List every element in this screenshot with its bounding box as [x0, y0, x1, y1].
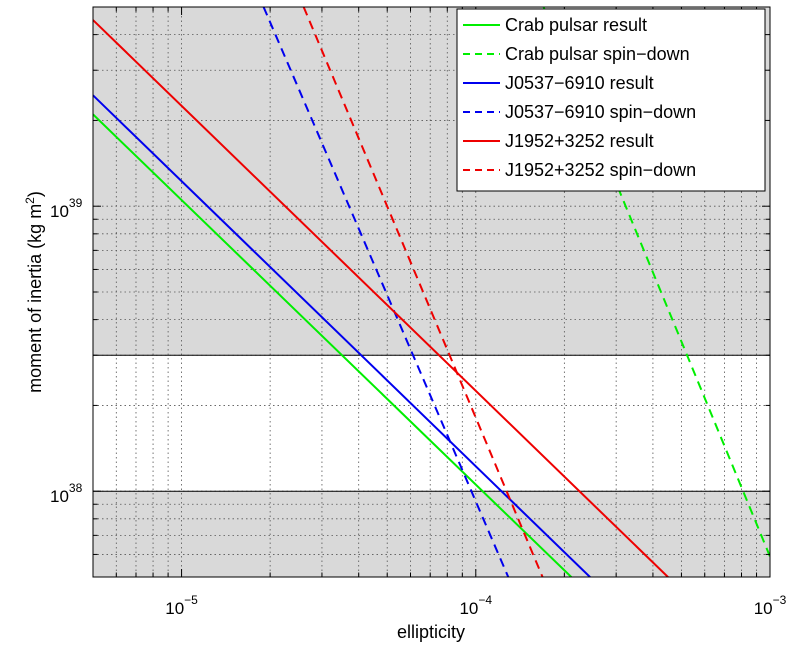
x-tick-exponent: −4	[478, 593, 492, 607]
shaded-region-1	[93, 491, 770, 577]
y-tick-label: 1039	[50, 196, 83, 221]
x-tick-base: 10	[165, 599, 184, 618]
y-axis-label-sup: 2	[23, 197, 37, 204]
x-tick-base: 10	[754, 599, 773, 618]
x-axis-label: ellipticity	[397, 622, 465, 642]
y-axis-label-close: )	[25, 191, 45, 197]
series-line-2	[542, 7, 770, 557]
x-tick-label: 10−3	[754, 593, 787, 618]
band-lines	[93, 354, 770, 492]
y-tick-exponent: 38	[69, 481, 83, 495]
x-tick-label: 10−4	[459, 593, 492, 618]
x-tick-labels: 10−5 10−4 10−3	[165, 593, 786, 618]
x-tick-base: 10	[459, 599, 478, 618]
y-axis-label: moment of inertia (kg m2)	[23, 191, 45, 393]
grid	[93, 7, 770, 577]
x-tick-exponent: −5	[184, 593, 198, 607]
y-tick-base: 10	[50, 202, 69, 221]
y-tick-base: 10	[50, 487, 69, 506]
legend-label-4: J0537−6910 spin−down	[505, 102, 696, 122]
series-lines	[93, 7, 770, 577]
x-tick-label: 10−5	[165, 593, 198, 618]
y-tick-label: 1038	[50, 481, 83, 506]
y-axis-label-main: moment of inertia (kg m	[25, 204, 45, 393]
series-line-1	[93, 113, 573, 577]
series-line-6	[302, 7, 544, 577]
series-line-5	[93, 19, 670, 577]
legend-label-6: J1952+3252 spin−down	[505, 160, 696, 180]
legend-label-2: Crab pulsar spin−down	[505, 44, 690, 64]
legend-label-3: J0537−6910 result	[505, 73, 654, 93]
legend: Crab pulsar result Crab pulsar spin−down J…	[456, 8, 766, 192]
legend-box	[456, 8, 766, 192]
legend-label-5: J1952+3252 result	[505, 131, 654, 151]
y-tick-exponent: 39	[69, 196, 83, 210]
series-line-3	[93, 94, 592, 577]
legend-label-1: Crab pulsar result	[505, 15, 647, 35]
x-tick-exponent: −3	[773, 593, 787, 607]
